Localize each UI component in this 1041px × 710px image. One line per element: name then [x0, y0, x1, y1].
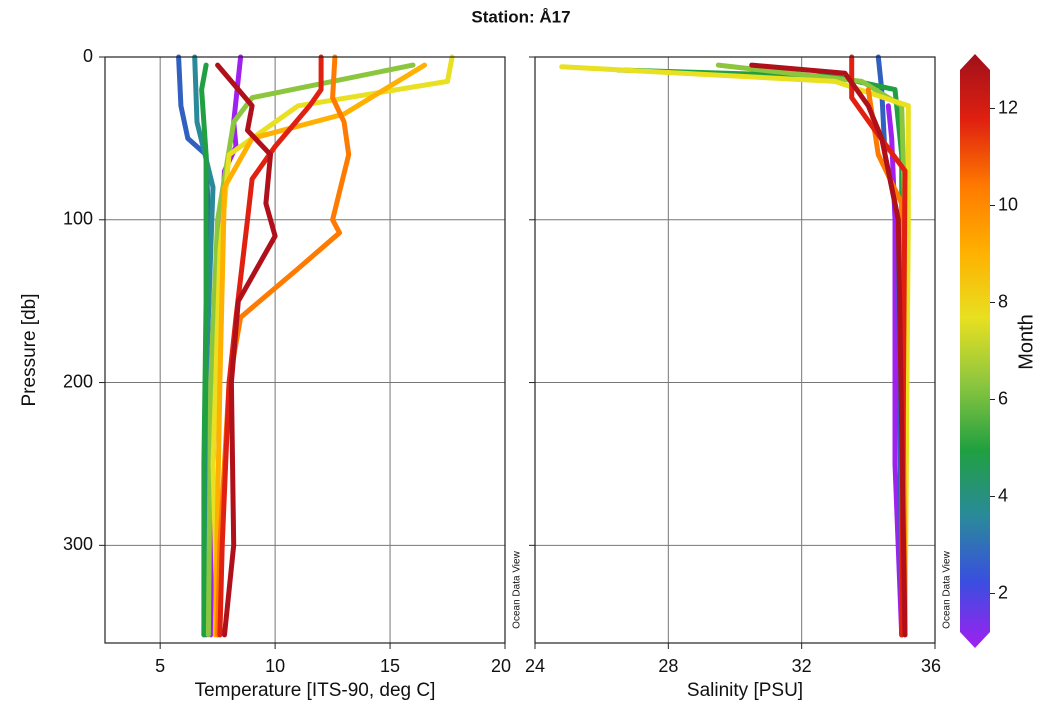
profile-line: [217, 54, 324, 638]
x-tick-label: 24: [525, 656, 545, 676]
x-tick-label: 5: [155, 656, 165, 676]
x-axis-label: Salinity [PSU]: [687, 680, 803, 701]
profile-line: [212, 62, 427, 638]
colorbar-tick-label: 12: [998, 97, 1018, 117]
x-tick-label: 32: [792, 656, 812, 676]
plot-frame: [534, 56, 936, 644]
profile-line: [885, 103, 905, 638]
profile-line: [199, 62, 209, 638]
profile-line: [615, 67, 905, 638]
profile-line: [210, 54, 455, 638]
colorbar-tick-label: 6: [998, 388, 1008, 408]
colorbar-tick-label: 4: [998, 485, 1008, 505]
x-tick-label: 28: [658, 656, 678, 676]
colorbar-label: Month: [1015, 314, 1037, 370]
y-tick-label: 100: [63, 209, 93, 229]
x-tick-label: 20: [491, 656, 511, 676]
watermark: Ocean Data View: [512, 550, 523, 628]
colorbar: [960, 54, 990, 648]
y-tick-label: 0: [83, 46, 93, 66]
colorbar-tick-label: 10: [998, 194, 1018, 214]
plot-frame: [104, 56, 506, 644]
y-tick-label: 300: [63, 534, 93, 554]
y-axis-label: Pressure [db]: [19, 294, 40, 407]
profile-line: [215, 62, 278, 638]
profile-line: [749, 62, 908, 638]
y-tick-label: 200: [63, 371, 93, 391]
profile-line: [559, 64, 911, 638]
chart-title: Station: Å17: [471, 7, 570, 26]
x-tick-label: 15: [380, 656, 400, 676]
x-tick-label: 36: [921, 656, 941, 676]
watermark: Ocean Data View: [942, 550, 953, 628]
x-axis-label: Temperature [ITS-90, deg C]: [195, 680, 436, 701]
colorbar-tick-label: 8: [998, 291, 1008, 311]
colorbar-tick-label: 2: [998, 582, 1008, 602]
x-tick-label: 10: [265, 656, 285, 676]
